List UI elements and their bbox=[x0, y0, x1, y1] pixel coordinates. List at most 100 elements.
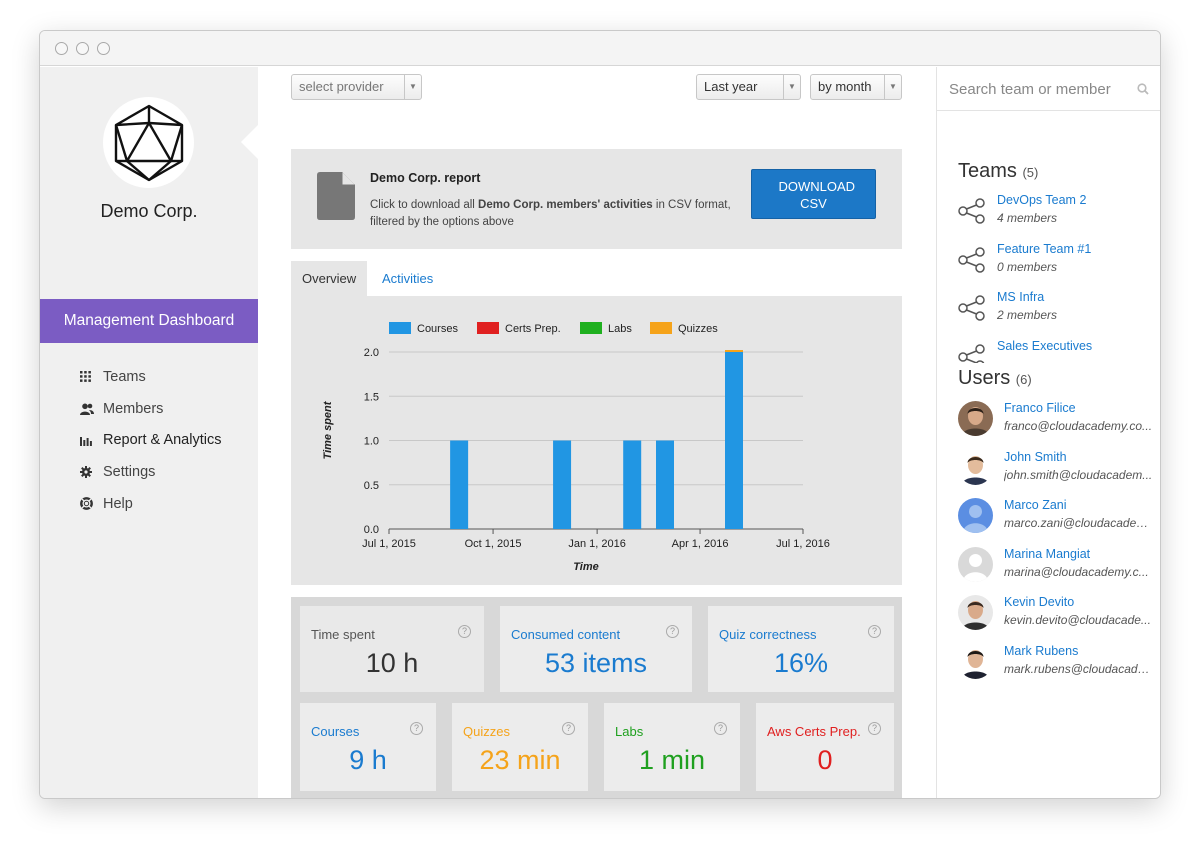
user-name[interactable]: Kevin Devito bbox=[1004, 595, 1075, 609]
nav-label-members: Members bbox=[103, 400, 164, 417]
chevron-down-icon: ▼ bbox=[884, 75, 901, 99]
nav-item-teams[interactable]: Teams bbox=[80, 361, 221, 393]
panel-pointer bbox=[241, 125, 258, 159]
share-icon bbox=[958, 343, 986, 363]
bar-courses bbox=[656, 440, 674, 529]
user-name[interactable]: Marco Zani bbox=[1004, 498, 1067, 512]
user-email: mark.rubens@cloudacade... bbox=[1004, 661, 1154, 676]
time-spent-chart: 0.0 0.5 1.0 1.5 2.0 Jul 1, 2015 Oct 1, 2015 Jan… bbox=[322, 322, 830, 573]
title-bar bbox=[40, 31, 1160, 66]
help-icon[interactable]: ? bbox=[868, 625, 881, 638]
maximize-window-button[interactable] bbox=[97, 42, 110, 55]
team-name[interactable]: MS Infra bbox=[997, 290, 1045, 304]
tab-activities[interactable]: Activities bbox=[382, 271, 434, 286]
stat-card-quizzes: Quizzes ? 23 min bbox=[452, 703, 588, 791]
granularity-select-value: by month bbox=[818, 79, 872, 94]
report-desc-bold: Demo Corp. members' activities bbox=[478, 199, 653, 211]
team-item[interactable]: MS Infra 2 members bbox=[958, 290, 1158, 334]
y-tick-label: 0.5 bbox=[364, 480, 379, 492]
y-axis-label: Time spent bbox=[322, 400, 334, 459]
team-name[interactable]: DevOps Team 2 bbox=[997, 193, 1087, 207]
icosahedron-icon bbox=[114, 104, 183, 181]
minimize-window-button[interactable] bbox=[76, 42, 89, 55]
legend-label: Certs Prep. bbox=[505, 323, 561, 335]
y-tick-label: 0.0 bbox=[364, 524, 379, 536]
bar-chart-icon bbox=[80, 435, 103, 446]
avatar bbox=[958, 449, 993, 485]
chart-panel: 0.0 0.5 1.0 1.5 2.0 Jul 1, 2015 Oct 1, 2015 Jan… bbox=[291, 296, 902, 585]
team-item[interactable]: Feature Team #1 0 members bbox=[958, 242, 1158, 286]
nav-item-members[interactable]: Members bbox=[80, 393, 221, 425]
share-icon bbox=[958, 198, 986, 229]
nav-label-report-analytics: Report & Analytics bbox=[103, 432, 222, 449]
help-icon[interactable]: ? bbox=[458, 625, 471, 638]
user-item[interactable]: Franco Filice franco@cloudacademy.co... bbox=[958, 401, 1160, 441]
stat-card-consumed-content: Consumed content ? 53 items bbox=[500, 606, 692, 692]
stat-value: 10 h bbox=[365, 648, 419, 678]
user-name[interactable]: Franco Filice bbox=[1004, 401, 1076, 415]
nav-label-help: Help bbox=[103, 495, 133, 512]
team-name[interactable]: Sales Executives bbox=[997, 338, 1093, 353]
stat-label: Quiz correctness bbox=[719, 627, 817, 642]
legend-label: Quizzes bbox=[678, 323, 718, 335]
user-name[interactable]: Marina Mangiat bbox=[1004, 546, 1091, 561]
file-icon bbox=[317, 172, 355, 220]
stat-card-aws-certs: Aws Certs Prep. ? 0 bbox=[756, 703, 894, 791]
help-icon[interactable]: ? bbox=[666, 625, 679, 638]
user-email: kevin.devito@cloudacade... bbox=[1004, 613, 1151, 627]
download-csv-button[interactable]: DOWNLOAD CSV bbox=[751, 169, 876, 219]
help-icon[interactable]: ? bbox=[714, 722, 727, 735]
report-desc-suffix: in CSV format, filtered by the options a… bbox=[370, 199, 731, 228]
users-section-title: Users (6) bbox=[958, 367, 1032, 390]
legend-swatch bbox=[580, 322, 602, 334]
team-name[interactable]: Feature Team #1 bbox=[997, 241, 1092, 256]
close-window-button[interactable] bbox=[55, 42, 68, 55]
team-item[interactable]: DevOps Team 2 4 members bbox=[958, 193, 1158, 237]
search-input[interactable]: Search team or member bbox=[949, 81, 1111, 98]
stat-value: 16% bbox=[773, 648, 829, 678]
bar-courses bbox=[553, 440, 572, 529]
team-members-count: 2 members bbox=[997, 308, 1058, 322]
help-icon[interactable]: ? bbox=[562, 722, 575, 735]
tab-overview[interactable]: Overview bbox=[291, 261, 368, 296]
user-item[interactable]: John Smith john.smith@cloudacadem... bbox=[958, 449, 1160, 490]
user-name[interactable]: John Smith bbox=[1004, 449, 1067, 464]
search-icon[interactable] bbox=[1137, 83, 1149, 95]
nav-item-help[interactable]: Help bbox=[80, 488, 221, 520]
avatar bbox=[958, 546, 993, 582]
user-item[interactable]: Marina Mangiat marina@cloudacademy.c... bbox=[958, 546, 1160, 587]
teams-title: Teams bbox=[958, 160, 1017, 182]
granularity-select[interactable]: by month ▼ bbox=[810, 74, 902, 100]
period-select[interactable]: Last year ▼ bbox=[696, 74, 801, 100]
team-item[interactable]: Sales Executives bbox=[958, 339, 1158, 363]
report-description: Click to download all Demo Corp. members… bbox=[370, 197, 740, 231]
avatar bbox=[958, 401, 993, 436]
user-item[interactable]: Kevin Devito kevin.devito@cloudacade... bbox=[958, 595, 1160, 635]
x-tick-label: Oct 1, 2015 bbox=[465, 538, 522, 550]
browser-window: Demo Corp. Management Dashboard Teams bbox=[39, 30, 1161, 799]
nav-item-settings[interactable]: Settings bbox=[80, 456, 221, 488]
stat-card-quiz-correctness: Quiz correctness ? 16% bbox=[708, 606, 894, 692]
user-item[interactable]: Mark Rubens mark.rubens@cloudacade... bbox=[958, 643, 1160, 684]
x-tick-label: Jul 1, 2016 bbox=[776, 538, 830, 550]
search-bar[interactable]: Search team or member bbox=[937, 67, 1160, 111]
help-icon[interactable]: ? bbox=[868, 722, 881, 735]
bar-quizzes bbox=[725, 350, 743, 352]
stats-panel: Time spent ? 10 h Consumed content ? 53 … bbox=[291, 597, 902, 798]
users-title: Users bbox=[958, 367, 1011, 389]
chevron-down-icon: ▼ bbox=[783, 75, 800, 99]
user-name[interactable]: Mark Rubens bbox=[1004, 643, 1079, 658]
nav-item-report-analytics[interactable]: Report & Analytics bbox=[80, 424, 221, 456]
help-icon[interactable]: ? bbox=[410, 722, 423, 735]
management-dashboard-button[interactable]: Management Dashboard bbox=[40, 299, 258, 343]
stat-value: 1 min bbox=[638, 745, 706, 775]
legend-swatch bbox=[389, 322, 411, 334]
report-desc-prefix: Click to download all bbox=[370, 199, 479, 211]
stat-card-courses: Courses ? 9 h bbox=[300, 703, 436, 791]
team-members-count: 0 members bbox=[997, 259, 1058, 274]
y-tick-label: 1.5 bbox=[364, 391, 379, 403]
sidebar-nav: Teams Members Report & Analytics bbox=[80, 361, 221, 519]
user-item[interactable]: Marco Zani marco.zani@cloudacadem... bbox=[958, 498, 1160, 538]
stat-value: 23 min bbox=[479, 745, 561, 775]
provider-select[interactable]: select provider ▼ bbox=[291, 74, 422, 100]
